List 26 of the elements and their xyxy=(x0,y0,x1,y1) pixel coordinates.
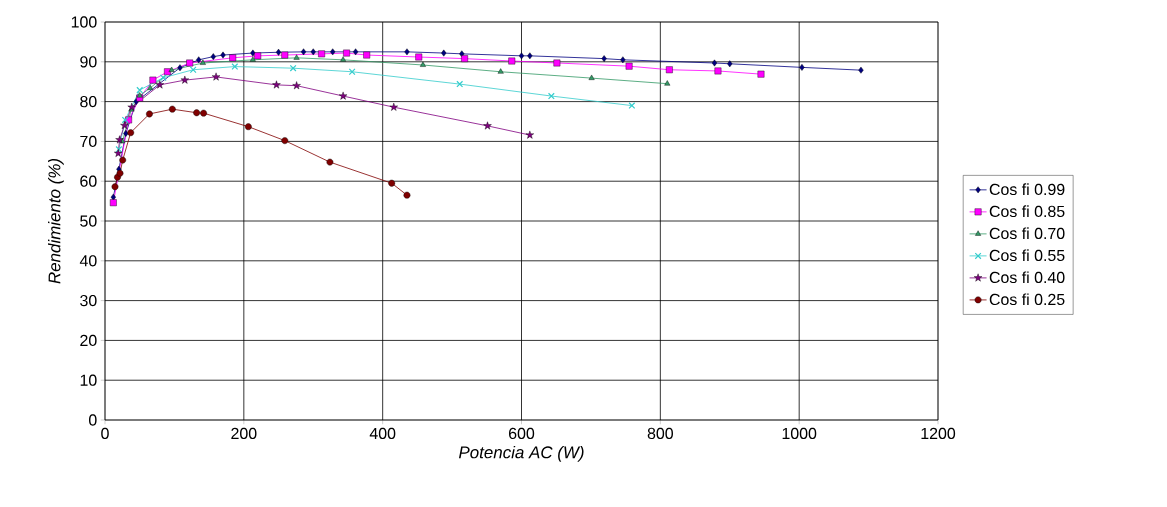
x-axis-title: Potencia AC (W) xyxy=(458,445,584,462)
y-tick-label: 20 xyxy=(80,334,97,347)
y-tick-label: 40 xyxy=(79,255,97,267)
legend-label: Cos fi 0.99 xyxy=(989,183,1065,196)
y-tick-label: 10 xyxy=(80,374,97,386)
x-tick-label: 400 xyxy=(369,427,396,440)
legend-label: Cos fi 0.25 xyxy=(989,293,1065,306)
y-tick-label: 0 xyxy=(88,414,97,426)
x-tick-label: 600 xyxy=(509,427,535,440)
x-tick-label: 200 xyxy=(231,427,257,440)
y-tick-label: 100 xyxy=(71,16,97,28)
x-tick-label: 1000 xyxy=(782,427,817,440)
legend-label: Cos fi 0.40 xyxy=(989,271,1065,284)
y-axis-title: Rendimiento (%) xyxy=(48,158,64,284)
y-tick-label: 70 xyxy=(80,135,97,148)
y-tick-label: 50 xyxy=(80,215,97,227)
y-tick-label: 60 xyxy=(80,175,97,187)
x-tick-label: 0 xyxy=(101,427,109,440)
x-tick-label: 800 xyxy=(647,427,673,440)
x-tick-label: 1200 xyxy=(921,427,956,440)
y-tick-label: 30 xyxy=(80,294,97,307)
y-tick-label: 90 xyxy=(80,56,97,68)
legend-label: Cos fi 0.55 xyxy=(989,249,1065,262)
y-tick-label: 80 xyxy=(80,95,97,108)
legend-label: Cos fi 0.85 xyxy=(989,205,1065,218)
legend-label: Cos fi 0.70 xyxy=(989,227,1065,240)
